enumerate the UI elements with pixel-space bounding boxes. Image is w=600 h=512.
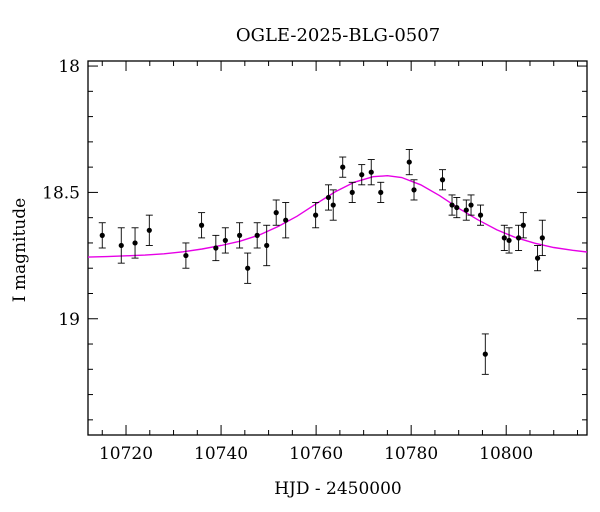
data-point-marker	[313, 212, 319, 218]
data-point-marker	[245, 265, 251, 271]
data-point	[377, 181, 385, 203]
x-axis-label: HJD - 2450000	[274, 479, 402, 499]
data-points-layer	[98, 148, 546, 375]
data-point	[212, 234, 220, 262]
data-point-marker	[411, 187, 417, 193]
chart-title: OGLE-2025-BLG-0507	[236, 25, 440, 46]
y-axis-label: I magnitude	[10, 198, 30, 302]
data-point	[410, 179, 418, 201]
data-point-marker	[325, 194, 332, 201]
data-point	[244, 252, 252, 284]
plot-frame	[87, 60, 588, 436]
data-point	[477, 204, 485, 226]
data-point	[253, 222, 261, 249]
x-tick-label: 10760	[289, 444, 343, 464]
ticks-layer: 10720 10740 10760 10780 10800 18 18.5 19	[42, 57, 587, 464]
data-point	[312, 202, 320, 229]
data-point-marker	[118, 242, 124, 249]
data-point	[145, 214, 153, 246]
data-point	[367, 159, 375, 186]
data-point-marker	[520, 222, 526, 228]
data-point	[329, 189, 337, 221]
data-point-marker	[198, 222, 205, 228]
data-point-marker	[359, 172, 365, 178]
data-point-marker	[222, 237, 228, 244]
data-point-marker	[349, 189, 355, 196]
data-point-marker	[506, 237, 512, 244]
data-point-marker	[273, 210, 279, 216]
model-curve-layer	[87, 174, 588, 258]
data-point	[131, 227, 139, 259]
data-point	[534, 245, 542, 272]
data-point	[481, 333, 489, 375]
data-point	[221, 227, 229, 254]
data-point-marker	[439, 177, 446, 183]
data-point-marker	[534, 255, 541, 261]
data-point-marker	[254, 232, 260, 238]
data-point	[538, 219, 546, 257]
data-point-marker	[482, 351, 488, 357]
data-point	[324, 184, 332, 211]
data-point	[467, 194, 475, 216]
data-point-marker	[378, 189, 384, 196]
plot-area	[87, 60, 588, 436]
x-tick-label: 10740	[194, 444, 248, 464]
data-point-marker	[283, 217, 289, 223]
data-point-marker	[468, 202, 474, 208]
data-point-marker	[454, 204, 460, 211]
data-point	[405, 148, 413, 176]
data-point	[98, 222, 106, 249]
data-point	[439, 169, 447, 191]
data-point	[358, 164, 366, 186]
data-point-marker	[340, 164, 346, 170]
data-point-marker	[463, 207, 469, 213]
x-tick-label: 10720	[99, 444, 153, 464]
data-point-marker	[449, 202, 455, 208]
data-point	[182, 242, 190, 269]
y-tick-label: 18.5	[42, 183, 80, 203]
data-point	[272, 199, 280, 226]
data-point-marker	[368, 169, 374, 175]
data-point	[505, 227, 513, 254]
model-curve	[87, 174, 588, 258]
data-point	[448, 194, 456, 216]
x-tick-label: 10780	[384, 444, 438, 464]
x-tick-label: 10800	[479, 444, 533, 464]
data-point	[117, 227, 125, 264]
data-point	[462, 199, 470, 221]
data-point	[236, 222, 244, 249]
data-point-marker	[146, 227, 152, 233]
data-point-marker	[264, 242, 270, 249]
data-point-marker	[539, 235, 545, 241]
data-point-marker	[132, 240, 138, 246]
data-point-marker	[477, 212, 484, 218]
data-point-marker	[183, 252, 189, 259]
data-point	[515, 224, 523, 251]
data-point-marker	[237, 232, 243, 238]
data-point	[500, 224, 508, 251]
data-point	[453, 197, 461, 219]
data-point-marker	[406, 159, 412, 165]
data-point	[198, 212, 206, 239]
data-point	[339, 156, 347, 178]
y-tick-label: 18	[58, 57, 80, 77]
data-point-marker	[213, 245, 219, 251]
data-point	[519, 212, 527, 239]
data-point-marker	[501, 235, 507, 241]
data-point-marker	[99, 232, 105, 238]
data-point	[348, 181, 356, 203]
data-point-marker	[330, 202, 336, 208]
data-point-marker	[515, 235, 522, 241]
data-point	[282, 202, 290, 239]
data-point	[263, 224, 271, 267]
y-tick-label: 19	[58, 310, 80, 330]
